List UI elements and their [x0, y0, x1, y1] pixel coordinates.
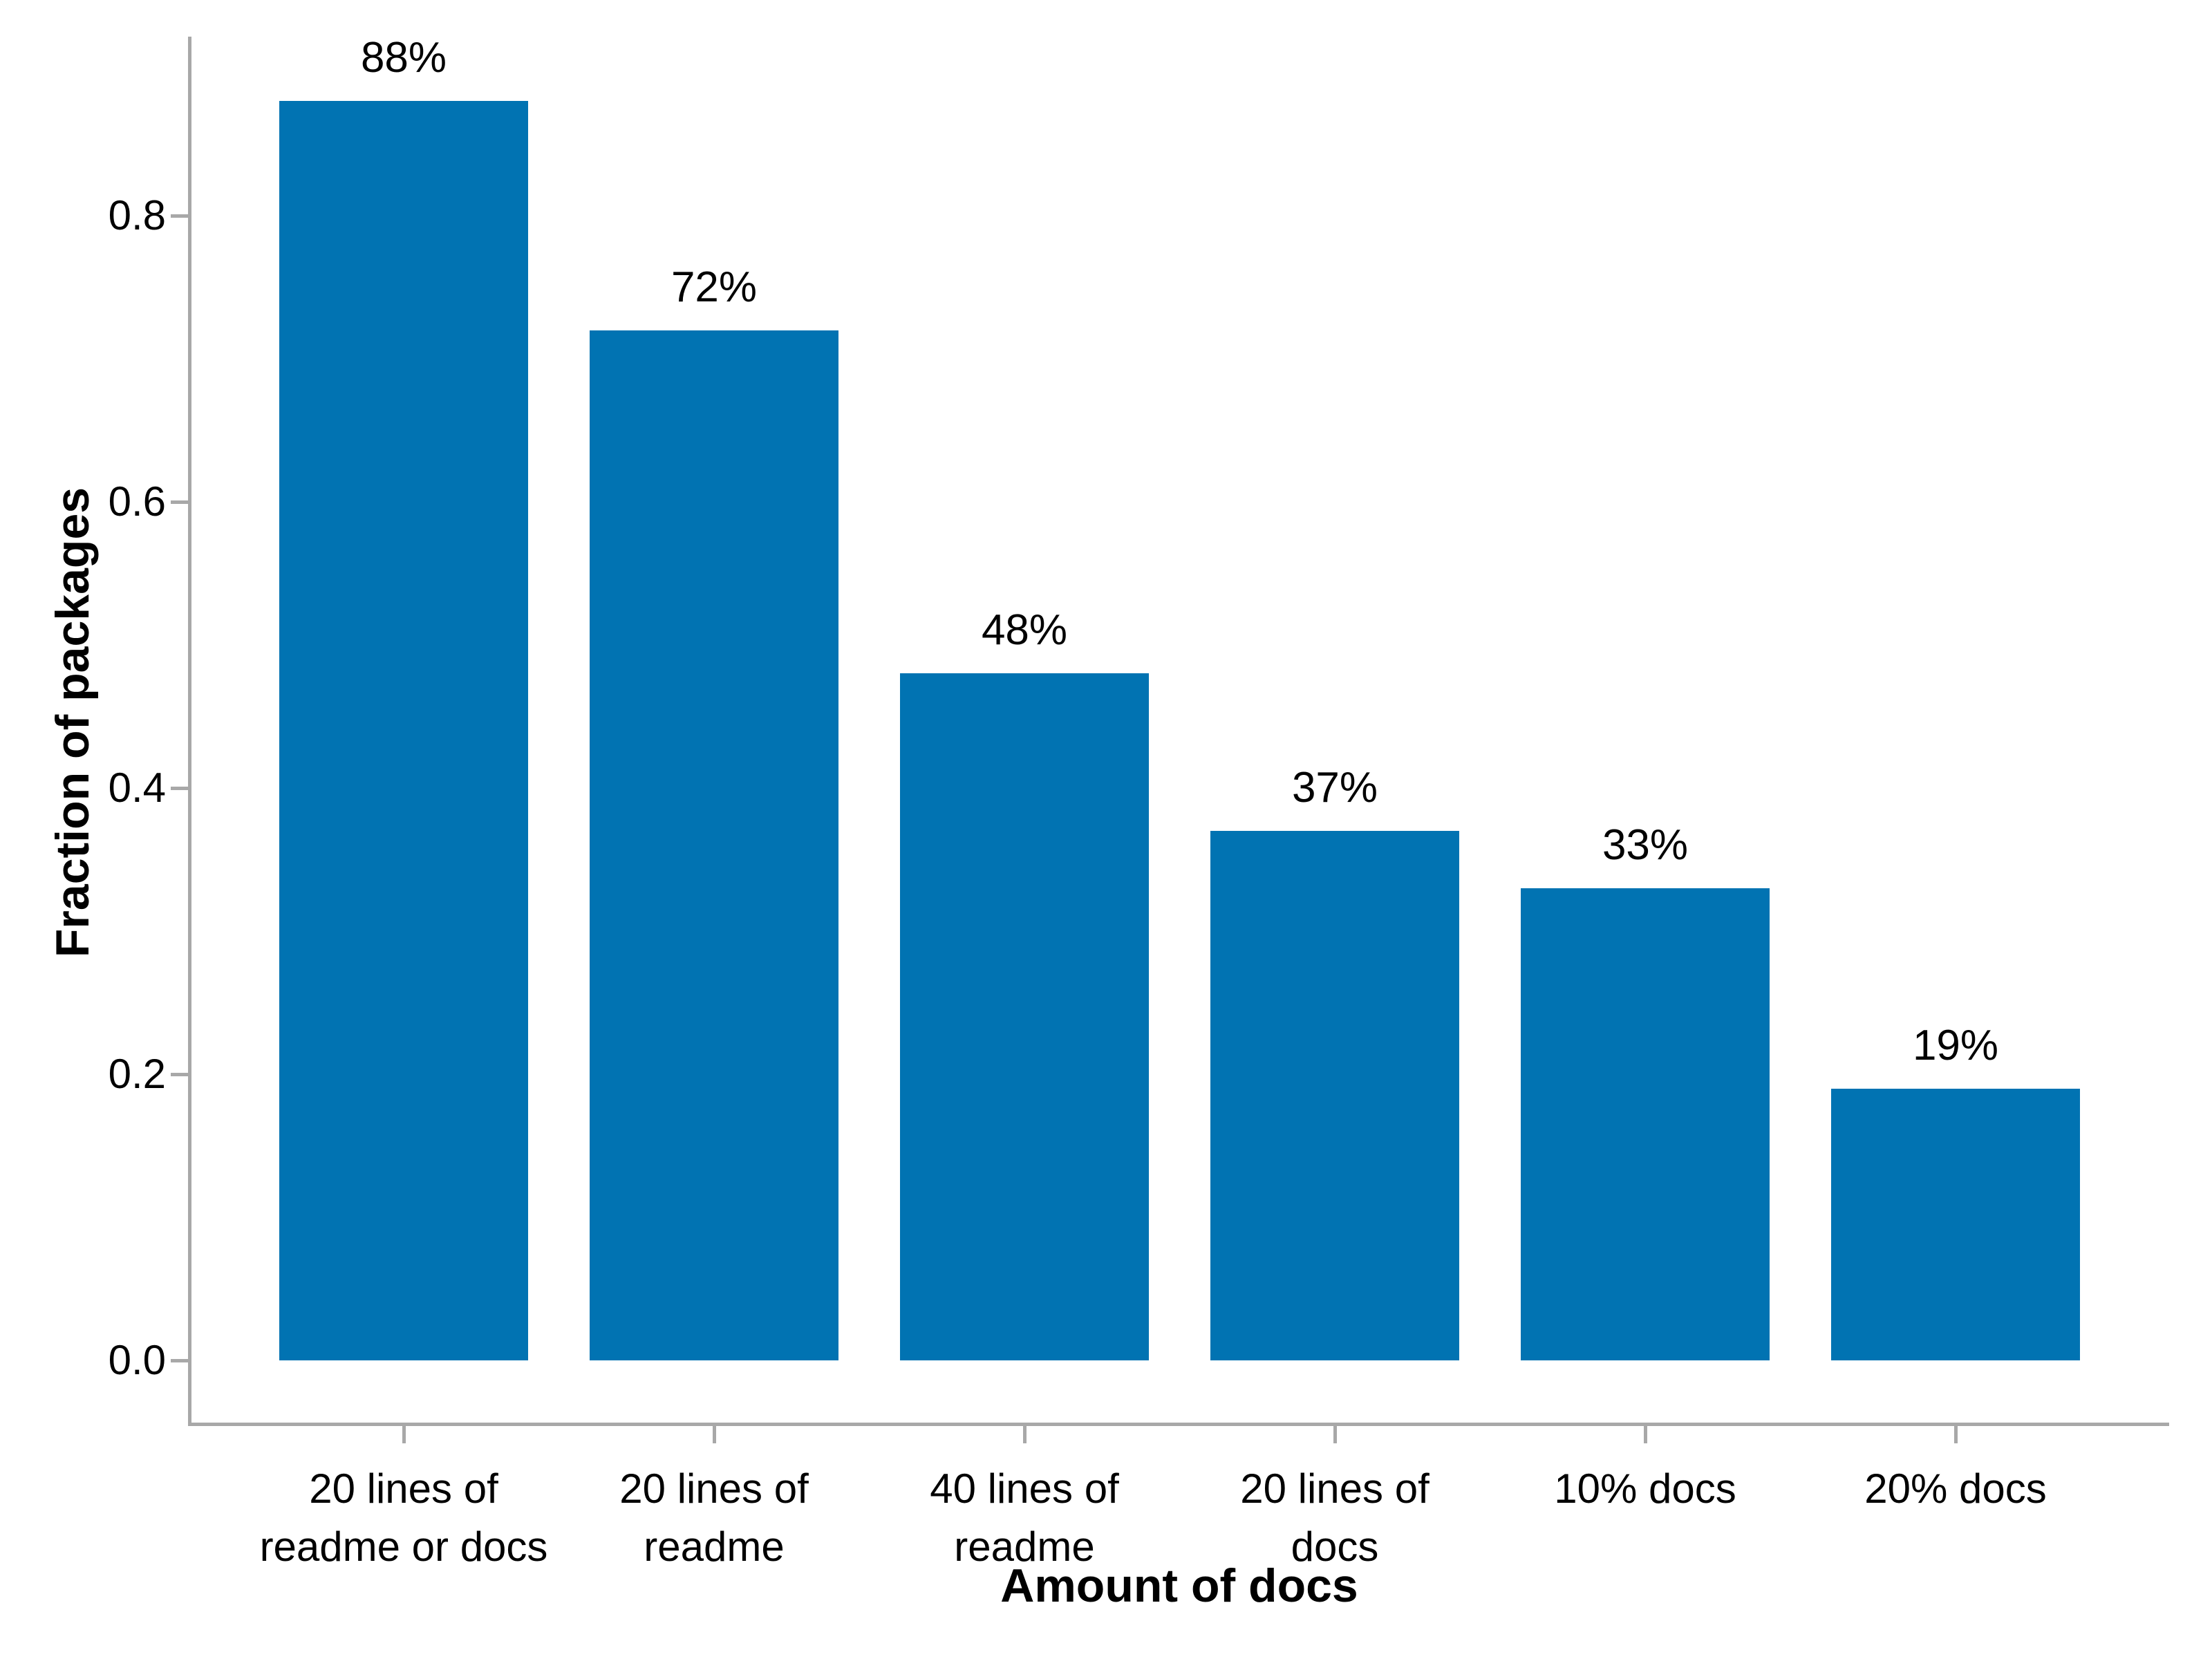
x-tick [1023, 1426, 1027, 1443]
x-tick-label: 40 lines of readme [865, 1460, 1183, 1576]
x-tick [402, 1426, 406, 1443]
x-tick-label-line: 20 lines of [619, 1465, 809, 1512]
x-tick-label-line: readme [644, 1524, 785, 1570]
x-axis-title: Amount of docs [1000, 1559, 1358, 1612]
y-tick-label: 0.6 [108, 478, 166, 525]
y-axis-title: Fraction of packages [46, 487, 99, 958]
x-tick-label-line: 10% docs [1554, 1465, 1736, 1512]
y-tick-label: 0.2 [108, 1051, 166, 1097]
y-axis-spine [188, 37, 191, 1426]
bar-5 [1521, 888, 1770, 1360]
x-tick-label: 20 lines of readme or docs [245, 1460, 563, 1576]
y-tick-label: 0.0 [108, 1337, 166, 1383]
y-tick [171, 500, 188, 504]
bar-value-label: 19% [1912, 1022, 1999, 1069]
x-tick [1954, 1426, 1958, 1443]
bar-1 [279, 101, 528, 1360]
x-tick-label-line: 20 lines of [1240, 1465, 1430, 1512]
x-tick [713, 1426, 716, 1443]
bar-3 [900, 673, 1149, 1360]
x-tick-label: 20 lines of docs [1176, 1460, 1494, 1576]
bar-value-label: 33% [1602, 821, 1689, 869]
x-tick-label: 20 lines of readme [555, 1460, 873, 1576]
x-tick-label-line: readme or docs [259, 1524, 548, 1570]
x-tick-label-line: 20 lines of [309, 1465, 498, 1512]
x-axis-spine [188, 1423, 2169, 1426]
x-tick-label-line: 40 lines of [930, 1465, 1119, 1512]
x-tick-label: 20% docs [1797, 1460, 2115, 1518]
x-tick-label-line: docs [1291, 1524, 1379, 1570]
x-tick-label-line: readme [954, 1524, 1095, 1570]
x-tick [1644, 1426, 1647, 1443]
bar-value-label: 88% [360, 34, 447, 82]
y-tick-label: 0.8 [108, 192, 166, 238]
y-tick [171, 1073, 188, 1076]
bar-value-label: 72% [671, 263, 758, 311]
x-tick-label: 10% docs [1486, 1460, 1804, 1518]
y-tick [171, 1359, 188, 1362]
bar-4 [1210, 831, 1459, 1360]
y-tick [171, 787, 188, 790]
bar-2 [590, 330, 838, 1360]
bar-6 [1831, 1089, 2080, 1360]
y-tick [171, 214, 188, 218]
bar-value-label: 48% [981, 606, 1068, 654]
y-tick-label: 0.4 [108, 765, 166, 811]
x-tick-label-line: 20% docs [1864, 1465, 2047, 1512]
bar-value-label: 37% [1291, 764, 1378, 812]
x-tick [1333, 1426, 1337, 1443]
